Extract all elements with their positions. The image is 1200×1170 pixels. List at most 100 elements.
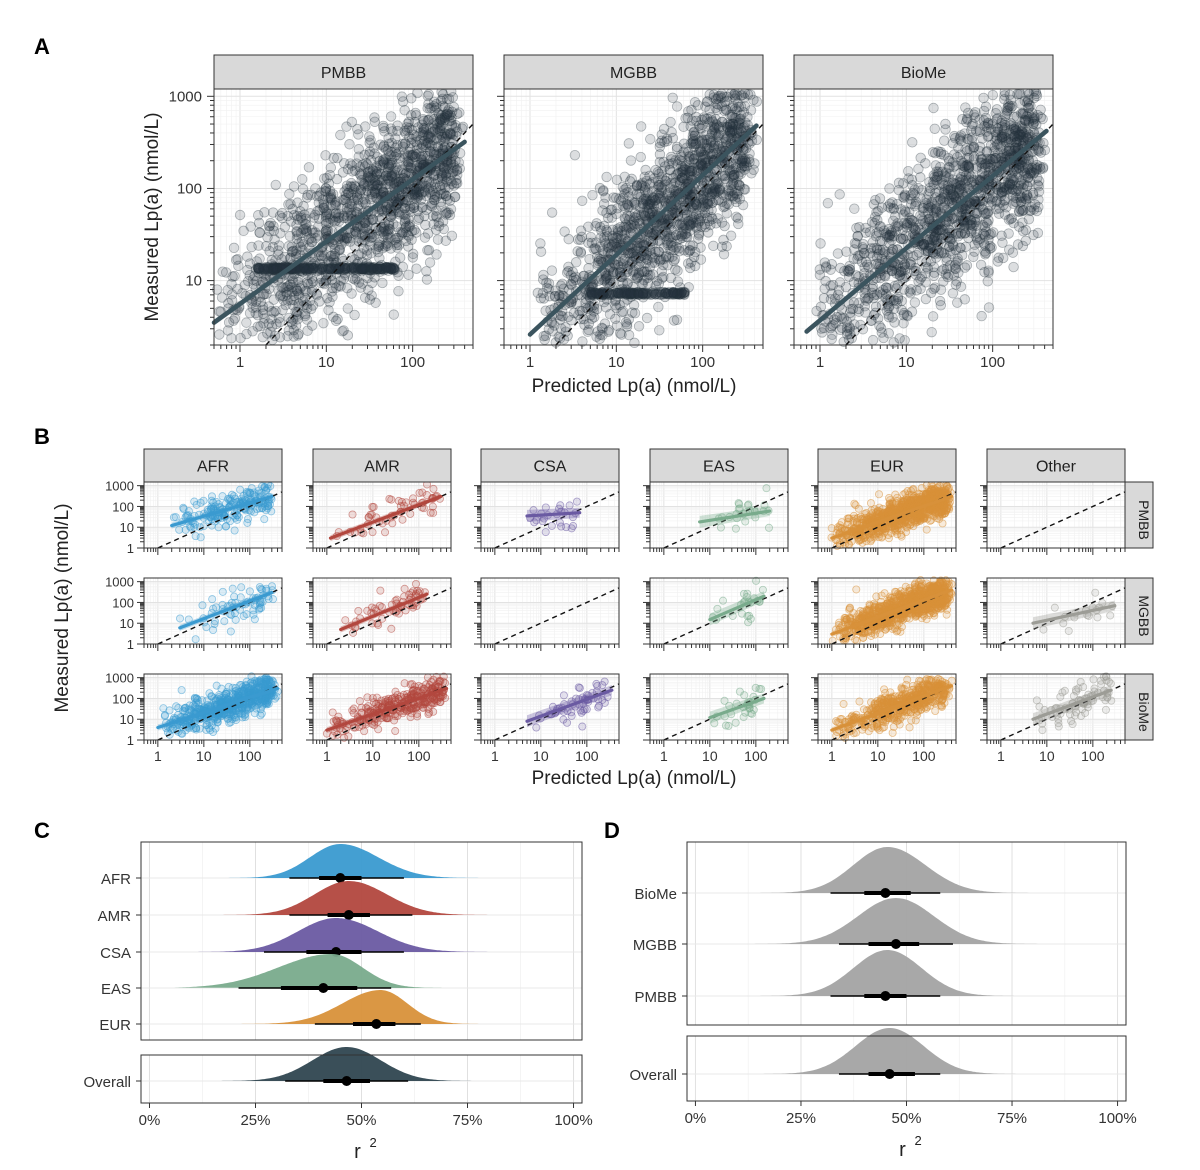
data-point (382, 229, 393, 240)
data-point (438, 161, 449, 172)
data-point (684, 153, 695, 164)
data-point (572, 234, 584, 245)
data-point (431, 191, 443, 202)
data-point (435, 167, 447, 179)
data-point (382, 158, 393, 169)
data-point (940, 118, 951, 130)
data-point (705, 191, 716, 202)
data-point (979, 207, 990, 218)
data-point (329, 200, 340, 211)
data-point (415, 151, 427, 162)
data-point (693, 230, 705, 241)
data-point (379, 223, 390, 235)
data-point (307, 300, 319, 311)
data-point (1002, 102, 1013, 114)
data-point (364, 146, 376, 157)
data-point (929, 282, 941, 293)
data-point (285, 270, 296, 282)
data-point (966, 125, 977, 136)
data-point (832, 248, 844, 259)
data-point (891, 198, 903, 210)
data-point (362, 159, 373, 170)
data-point (721, 121, 733, 132)
data-point (419, 232, 431, 243)
data-point (926, 196, 937, 208)
data-point (890, 211, 901, 222)
data-point (440, 235, 451, 246)
data-point (446, 112, 457, 123)
data-point (656, 266, 668, 277)
data-point (363, 214, 374, 226)
data-point (409, 224, 420, 236)
data-point (666, 287, 677, 299)
data-point (566, 279, 577, 291)
data-point (397, 195, 408, 206)
data-point (611, 208, 622, 220)
data-point (415, 194, 427, 205)
data-point (424, 145, 436, 157)
data-point (953, 142, 964, 153)
data-point (424, 257, 436, 268)
data-point (264, 225, 275, 237)
data-point (390, 147, 401, 158)
y-tick-label: 100 (177, 180, 202, 197)
data-point (429, 194, 440, 206)
data-point (238, 225, 249, 237)
data-point (969, 246, 980, 257)
data-point (944, 162, 955, 173)
data-point (278, 290, 289, 302)
data-point (422, 245, 433, 256)
data-point (359, 178, 370, 189)
data-point (386, 167, 398, 179)
data-point (378, 141, 389, 152)
data-point (737, 199, 749, 211)
data-point (849, 237, 861, 249)
data-point (702, 134, 713, 146)
data-point (336, 203, 347, 214)
data-point (406, 162, 417, 174)
data-point (1008, 111, 1020, 123)
data-point (853, 303, 864, 315)
data-point (378, 206, 389, 217)
data-point (907, 137, 918, 148)
data-point (298, 239, 309, 250)
data-point (1015, 88, 1026, 99)
data-point (332, 152, 343, 164)
data-point (318, 203, 329, 214)
data-point (911, 249, 922, 261)
data-point (259, 262, 270, 274)
data-point (364, 294, 376, 305)
data-point (301, 228, 312, 239)
data-point (892, 221, 903, 232)
data-point (263, 221, 275, 232)
data-point (295, 227, 307, 239)
facet-biome-strip-label: BioMe (901, 65, 946, 82)
data-point (990, 108, 1001, 119)
data-point (736, 156, 748, 167)
data-point (646, 194, 657, 205)
data-point (600, 302, 612, 313)
data-point (330, 215, 342, 227)
data-point (400, 222, 411, 234)
data-point (270, 305, 281, 317)
data-point (373, 174, 384, 186)
data-point (346, 252, 357, 263)
data-point (629, 220, 640, 231)
data-point (601, 272, 612, 283)
y-axis-title: Measured Lp(a) (nmol/L) (142, 112, 163, 321)
data-point (329, 260, 340, 271)
data-point (411, 187, 422, 198)
data-point (633, 321, 645, 332)
data-point (228, 242, 240, 254)
data-point (853, 271, 864, 282)
data-point (216, 292, 228, 303)
data-point (910, 269, 922, 281)
data-point (282, 330, 293, 342)
data-point (432, 173, 444, 185)
data-point (243, 275, 254, 287)
data-point (380, 241, 391, 252)
data-point (391, 232, 402, 244)
data-point (667, 92, 678, 103)
data-point (441, 160, 452, 171)
data-point (582, 326, 593, 337)
